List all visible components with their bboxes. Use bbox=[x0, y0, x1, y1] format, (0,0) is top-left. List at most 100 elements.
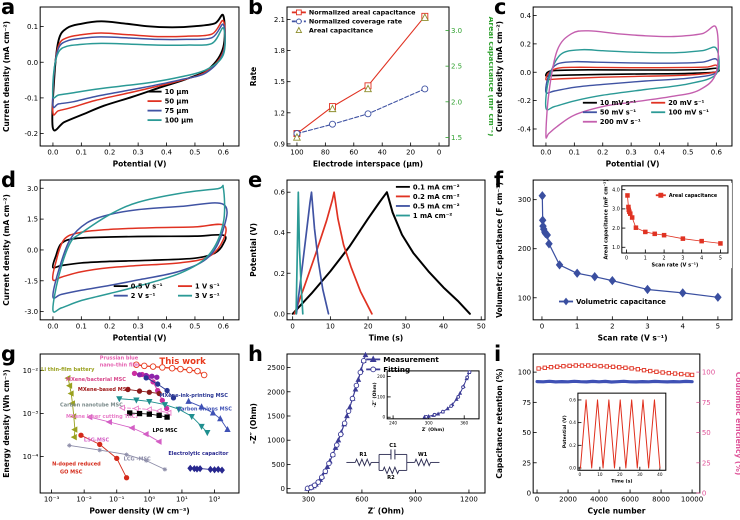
svg-text:0.0: 0.0 bbox=[540, 148, 551, 157]
svg-text:0.0: 0.0 bbox=[47, 148, 58, 157]
panel-f-volumetric-capacitance: f 0 1 2 3 4 5 100 200 300 Scan rate (V s⁻¹) Volume… bbox=[493, 168, 740, 347]
svg-text:0.3: 0.3 bbox=[133, 321, 144, 330]
svg-text:10 mV s⁻¹: 10 mV s⁻¹ bbox=[600, 99, 636, 107]
svg-text:40: 40 bbox=[378, 149, 387, 157]
panel-letter-f: f bbox=[494, 168, 504, 192]
svg-text:Normalized coverage rate: Normalized coverage rate bbox=[309, 18, 403, 26]
svg-text:0.6: 0.6 bbox=[218, 148, 230, 157]
svg-text:Current density (mA cm⁻²): Current density (mA cm⁻²) bbox=[2, 21, 11, 132]
panel-letter-b: b bbox=[248, 0, 264, 19]
svg-text:0.4: 0.4 bbox=[161, 321, 173, 330]
svg-text:4000: 4000 bbox=[590, 495, 608, 504]
svg-text:0: 0 bbox=[437, 149, 441, 157]
svg-text:240: 240 bbox=[389, 421, 397, 426]
svg-text:360: 360 bbox=[460, 421, 468, 426]
svg-text:3: 3 bbox=[681, 255, 684, 261]
svg-text:10⁻⁴: 10⁻⁴ bbox=[23, 452, 39, 461]
svg-text:0.2: 0.2 bbox=[597, 148, 608, 157]
svg-text:0.6: 0.6 bbox=[711, 148, 723, 157]
svg-text:-0.1: -0.1 bbox=[24, 93, 38, 102]
svg-text:0.0: 0.0 bbox=[274, 309, 285, 318]
svg-text:10 μm: 10 μm bbox=[165, 88, 189, 96]
svg-text:10⁻¹: 10⁻¹ bbox=[109, 495, 125, 504]
svg-text:Li thin-film battery: Li thin-film battery bbox=[41, 367, 95, 373]
panel-i-chart: 0 2000 4000 6000 8000 10000025507510002550751… bbox=[495, 353, 740, 515]
svg-text:0.0: 0.0 bbox=[569, 466, 576, 471]
svg-text:900: 900 bbox=[409, 496, 422, 504]
svg-text:300: 300 bbox=[302, 496, 315, 504]
svg-text:0.4: 0.4 bbox=[274, 228, 286, 237]
svg-text:-0.2: -0.2 bbox=[517, 96, 531, 105]
svg-text:30: 30 bbox=[637, 472, 643, 477]
panel-g-ragone-plot: g 10⁻³ 10⁻² 10⁻¹ 10⁰ 10¹ 10² 10⁻² 10⁻³ 10⁻⁴ Power… bbox=[0, 342, 247, 520]
svg-text:10⁰: 10⁰ bbox=[143, 495, 155, 504]
svg-text:Energy density (Wh cm⁻³): Energy density (Wh cm⁻³) bbox=[2, 369, 11, 477]
svg-text:200 mV s⁻¹: 200 mV s⁻¹ bbox=[600, 118, 641, 126]
svg-text:0: 0 bbox=[281, 485, 285, 493]
svg-text:-Z″ (Ohm): -Z″ (Ohm) bbox=[249, 403, 258, 444]
svg-text:3.0: 3.0 bbox=[27, 184, 38, 193]
panel-a-chart: 0.0 0.1 0.2 0.3 0.4 0.5 0.6 0.1 0.0 -0.1 -0.2 Poten… bbox=[2, 6, 240, 168]
svg-text:0.0: 0.0 bbox=[27, 245, 38, 254]
svg-text:Carbon onions MSC: Carbon onions MSC bbox=[177, 406, 232, 412]
svg-text:Capacitance retention (%): Capacitance retention (%) bbox=[495, 368, 504, 478]
svg-text:4: 4 bbox=[680, 321, 685, 330]
svg-text:3: 3 bbox=[645, 321, 649, 330]
svg-text:0.9: 0.9 bbox=[274, 140, 285, 148]
svg-text:Carbon nanotube MSC: Carbon nanotube MSC bbox=[60, 402, 123, 408]
svg-text:0.4: 0.4 bbox=[520, 11, 532, 20]
svg-text:100: 100 bbox=[518, 368, 531, 377]
svg-text:0.5: 0.5 bbox=[189, 321, 200, 330]
svg-text:1200: 1200 bbox=[460, 496, 478, 504]
panel-b-chart: 100 80 60 40 20 0 0.9 1.2 1.5 1.8 2.1 1.5 2.0 2.5 3.0 E… bbox=[249, 6, 493, 169]
svg-text:0.1: 0.1 bbox=[27, 22, 38, 31]
panel-e-gcd-curves: e 0 10 20 30 40 50 0.0 0.2 0.4 0.6 Time (s) Potenti… bbox=[247, 168, 493, 347]
svg-text:3.0: 3.0 bbox=[612, 207, 620, 213]
svg-text:Volumetric capacitance (F cm⁻³: Volumetric capacitance (F cm⁻³) bbox=[495, 182, 504, 318]
svg-text:60: 60 bbox=[349, 149, 358, 157]
svg-text:50 μm: 50 μm bbox=[165, 98, 189, 106]
svg-text:Measurement: Measurement bbox=[383, 355, 439, 364]
svg-text:300: 300 bbox=[518, 195, 531, 204]
svg-text:10⁻³: 10⁻³ bbox=[23, 409, 39, 418]
svg-text:10: 10 bbox=[326, 321, 335, 330]
panel-c-chart: 0.0 0.1 0.2 0.3 0.4 0.5 0.6 -0.4 -0.2 0.0 0.2 0.4 Po… bbox=[495, 6, 733, 168]
svg-text:Prussian blue: Prussian blue bbox=[100, 356, 139, 362]
svg-text:N-doped reduced: N-doped reduced bbox=[52, 461, 101, 467]
svg-text:2.1: 2.1 bbox=[274, 16, 285, 24]
svg-text:600: 600 bbox=[355, 496, 368, 504]
svg-text:1: 1 bbox=[644, 255, 647, 261]
svg-text:40: 40 bbox=[657, 472, 663, 477]
svg-text:0.6: 0.6 bbox=[569, 397, 576, 402]
svg-text:10: 10 bbox=[597, 472, 603, 477]
svg-text:LSG-MSC: LSG-MSC bbox=[84, 438, 110, 444]
svg-text:25: 25 bbox=[522, 458, 531, 467]
svg-text:0.5: 0.5 bbox=[682, 148, 693, 157]
svg-text:0.3: 0.3 bbox=[626, 148, 637, 157]
svg-text:1.0: 1.0 bbox=[612, 245, 620, 251]
svg-text:Z′ (Ohm): Z′ (Ohm) bbox=[422, 427, 444, 433]
svg-text:0.1: 0.1 bbox=[76, 321, 87, 330]
panel-f-chart: 0 1 2 3 4 5 100 200 300 Scan rate (V s⁻¹) Volumetr… bbox=[495, 179, 733, 342]
svg-text:40: 40 bbox=[439, 321, 448, 330]
svg-text:2.5: 2.5 bbox=[451, 63, 462, 71]
svg-text:10⁻²: 10⁻² bbox=[23, 366, 39, 375]
svg-text:0.1: 0.1 bbox=[569, 148, 580, 157]
svg-text:1.5: 1.5 bbox=[451, 134, 462, 142]
svg-text:0.4: 0.4 bbox=[654, 148, 666, 157]
svg-text:200: 200 bbox=[377, 374, 385, 379]
svg-text:10000: 10000 bbox=[681, 495, 703, 504]
svg-text:8000: 8000 bbox=[652, 495, 670, 504]
svg-text:0.0: 0.0 bbox=[27, 58, 38, 67]
svg-text:Normalized areal capacitance: Normalized areal capacitance bbox=[309, 9, 416, 17]
svg-text:Time (s): Time (s) bbox=[611, 478, 632, 484]
panel-e-chart: 0 10 20 30 40 50 0.0 0.2 0.4 0.6 Time (s) Potential… bbox=[249, 179, 486, 342]
svg-text:3.0: 3.0 bbox=[451, 27, 462, 35]
svg-text:20 mV s⁻¹: 20 mV s⁻¹ bbox=[668, 99, 704, 107]
svg-text:R1: R1 bbox=[359, 452, 367, 458]
svg-text:0.3: 0.3 bbox=[133, 148, 144, 157]
svg-text:10⁻²: 10⁻² bbox=[76, 495, 92, 504]
svg-text:0: 0 bbox=[579, 472, 582, 477]
svg-text:0.0: 0.0 bbox=[520, 68, 531, 77]
svg-text:20: 20 bbox=[406, 149, 415, 157]
